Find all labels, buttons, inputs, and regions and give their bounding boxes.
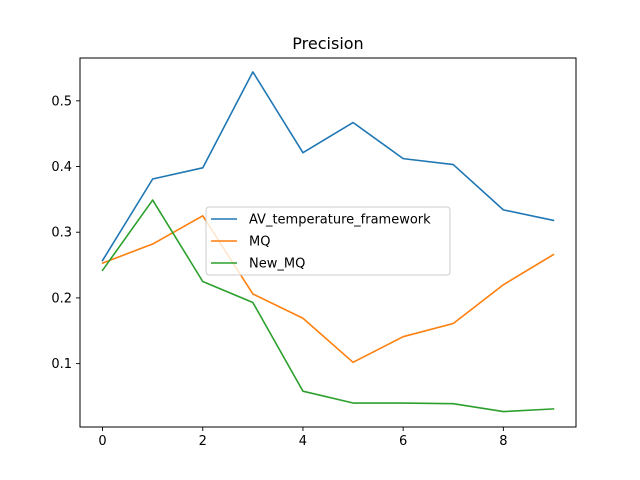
series-line-0 [101,71,555,262]
y-tick-label: 0.2 [51,291,72,306]
legend-label-1: MQ [249,235,270,250]
legend-label-0: AV_temperature_framework [249,213,431,228]
x-tick-label: 2 [199,434,207,449]
x-tick-label: 6 [399,434,407,449]
y-tick-label: 0.4 [51,160,72,175]
x-tick-label: 0 [98,434,106,449]
legend-label-2: New_MQ [249,257,305,272]
chart-title: Precision [292,34,363,53]
y-tick-label: 0.1 [51,357,72,372]
series-line-1 [101,215,555,364]
legend-box [205,206,451,276]
legend: AV_temperature_framework MQ New_MQ [205,206,451,276]
y-tick-label: 0.5 [51,94,72,109]
x-tick-label: 8 [499,434,507,449]
series-line-2 [101,199,555,413]
x-tick-label: 4 [299,434,307,449]
y-tick-label: 0.3 [51,226,72,241]
plot-area-frame [79,57,577,428]
